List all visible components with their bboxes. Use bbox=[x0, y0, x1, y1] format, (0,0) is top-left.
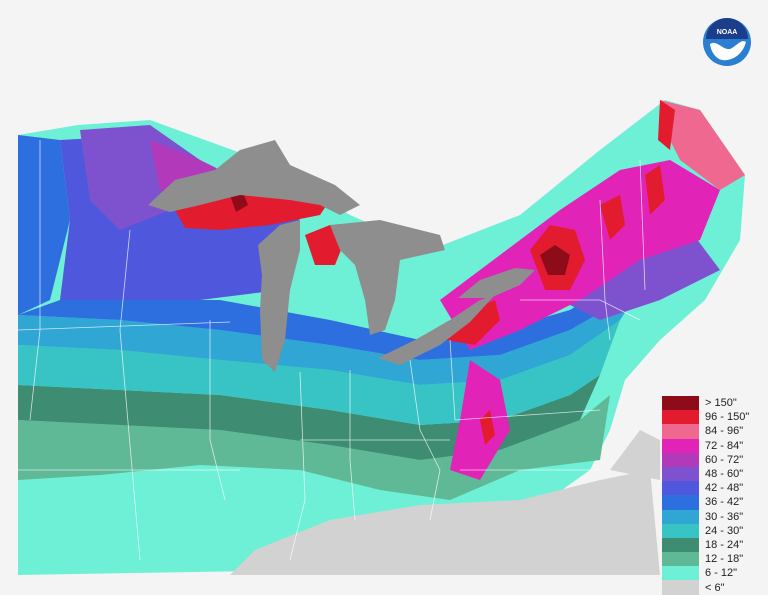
region-84-96 bbox=[660, 100, 745, 190]
legend-swatch bbox=[662, 566, 699, 581]
legend-label: 84 - 96" bbox=[705, 425, 744, 438]
legend-label: 72 - 84" bbox=[705, 439, 744, 452]
region-96-150-appalachian bbox=[480, 410, 495, 445]
legend-swatch bbox=[662, 552, 699, 567]
legend-item: 48 - 60" bbox=[662, 466, 760, 482]
legend-item: 42 - 48" bbox=[662, 481, 760, 496]
legend-label: 96 - 150" bbox=[705, 411, 750, 424]
legend-swatch bbox=[662, 438, 699, 453]
region-18-24 bbox=[18, 375, 600, 460]
region-36-42 bbox=[18, 135, 650, 360]
legend-item: < 6" bbox=[662, 580, 760, 595]
legend-label: 60 - 72" bbox=[705, 453, 744, 466]
legend-swatch bbox=[662, 509, 699, 524]
legend-item: 6 - 12" bbox=[662, 566, 760, 581]
legend-swatch bbox=[662, 452, 699, 467]
legend-swatch bbox=[662, 481, 699, 496]
legend-swatch bbox=[662, 410, 699, 425]
noaa-logo: NOAA bbox=[703, 18, 751, 66]
lake-superior bbox=[148, 140, 360, 215]
region-30-36 bbox=[18, 290, 640, 385]
region-96-150-lake-superior bbox=[175, 195, 330, 230]
region-under-6-east bbox=[610, 430, 660, 480]
legend-item: 84 - 96" bbox=[662, 424, 760, 439]
legend-label: > 150" bbox=[705, 397, 737, 410]
noaa-logo-top bbox=[706, 18, 748, 39]
lake-michigan bbox=[258, 220, 300, 372]
legend-label: 18 - 24" bbox=[705, 538, 744, 551]
legend-label: 24 - 30" bbox=[705, 524, 744, 537]
legend-item: 96 - 150" bbox=[662, 410, 760, 425]
lake-huron bbox=[330, 220, 445, 335]
region-under-6 bbox=[230, 470, 660, 575]
legend-item: 12 - 18" bbox=[662, 552, 760, 567]
legend-item: 72 - 84" bbox=[662, 438, 760, 453]
lake-erie bbox=[378, 295, 495, 365]
legend-item: 30 - 36" bbox=[662, 509, 760, 524]
legend-item: 18 - 24" bbox=[662, 537, 760, 553]
legend-swatch bbox=[662, 424, 699, 439]
legend-item: > 150" bbox=[662, 396, 760, 411]
legend-label: 48 - 60" bbox=[705, 468, 744, 481]
region-96-150-maine bbox=[600, 100, 675, 240]
legend-label: 42 - 48" bbox=[705, 482, 744, 495]
region-96-150-tug-hill bbox=[445, 300, 500, 345]
legend-swatch bbox=[662, 495, 699, 510]
legend-label: 30 - 36" bbox=[705, 510, 744, 523]
legend-label: < 6" bbox=[705, 581, 725, 594]
legend-swatch bbox=[662, 537, 699, 553]
legend-label: 12 - 18" bbox=[705, 553, 744, 566]
region-48-60-east bbox=[560, 230, 720, 320]
legend-swatch bbox=[662, 396, 699, 411]
state-boundaries bbox=[17, 140, 646, 561]
noaa-logo-wave bbox=[710, 41, 746, 61]
lake-ontario bbox=[458, 268, 535, 298]
legend-label: 6 - 12" bbox=[705, 567, 738, 580]
noaa-logo-text: NOAA bbox=[717, 29, 738, 36]
legend-swatch bbox=[662, 523, 699, 538]
legend: > 150" 96 - 150" 84 - 96" 72 - 84" 60 - 72" 4… bbox=[662, 396, 760, 595]
legend-swatch bbox=[662, 580, 699, 595]
legend-item: 24 - 30" bbox=[662, 523, 760, 538]
legend-label: 36 - 42" bbox=[705, 496, 744, 509]
legend-item: 36 - 42" bbox=[662, 495, 760, 510]
legend-swatch bbox=[662, 466, 699, 482]
legend-item: 60 - 72" bbox=[662, 452, 760, 467]
